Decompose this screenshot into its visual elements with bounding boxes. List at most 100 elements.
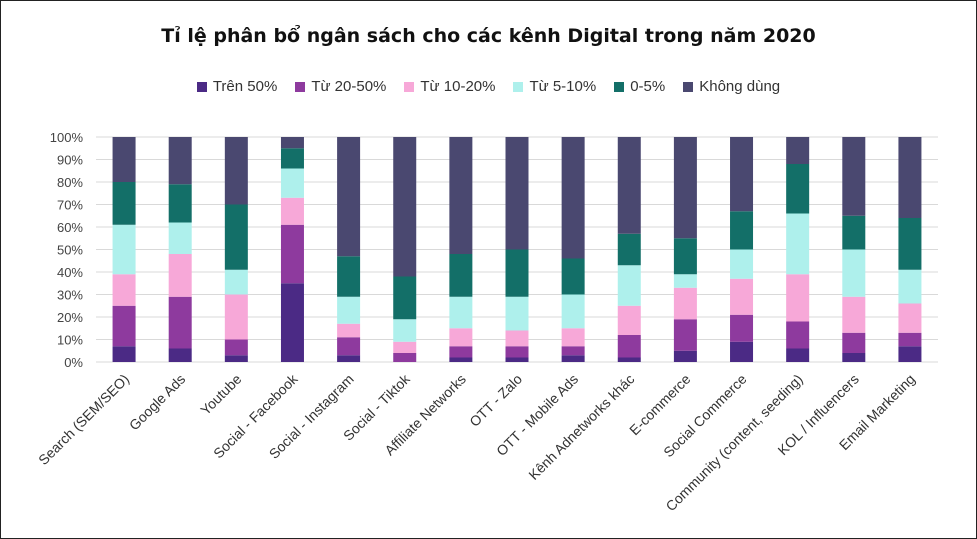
bar-segment: [561, 346, 585, 356]
bar-segment: [730, 211, 754, 250]
legend-swatch: [614, 81, 625, 92]
bar-segment: [786, 321, 810, 349]
bar-segment: [168, 254, 192, 297]
legend-swatch: [513, 81, 524, 92]
bar-segment: [898, 218, 922, 270]
legend-item: Từ 5-10%: [513, 78, 596, 95]
bar-segment: [617, 305, 641, 335]
bar-segment: [673, 319, 697, 351]
bar-segment: [224, 137, 248, 205]
legend-swatch: [196, 81, 207, 92]
y-tick-label: 30%: [57, 288, 83, 303]
chart-title: Tỉ lệ phân bổ ngân sách cho các kênh Dig…: [161, 25, 816, 47]
y-tick-label: 60%: [57, 220, 83, 235]
bar-segment: [112, 182, 136, 225]
bar-segment: [898, 332, 922, 347]
bar-segment: [842, 296, 866, 333]
y-tick-label: 20%: [57, 310, 83, 325]
bar-segment: [224, 204, 248, 270]
x-tick-label: OTT - Zalo: [466, 371, 525, 430]
bar-segment: [112, 137, 136, 182]
bar-segment: [168, 348, 192, 362]
legend-label: 0-5%: [630, 78, 666, 95]
bar-segment: [168, 137, 192, 185]
bar-segment: [393, 341, 417, 353]
bar-segment: [449, 357, 473, 362]
bar-segment: [337, 296, 361, 324]
bar-segment: [617, 265, 641, 306]
bar-segment: [337, 337, 361, 356]
bar-segment: [786, 213, 810, 275]
bar-segment: [337, 355, 361, 362]
bar-segment: [449, 328, 473, 347]
bar-segment: [673, 287, 697, 320]
legend-item: Không dùng: [683, 78, 780, 95]
legend-label: Từ 20-50%: [311, 78, 387, 95]
legend-label: Từ 5-10%: [529, 78, 597, 95]
bar-segment: [730, 137, 754, 212]
bar-segment: [505, 357, 529, 362]
y-tick-label: 0%: [64, 355, 83, 370]
bar-segment: [673, 238, 697, 275]
y-tick-label: 80%: [57, 175, 83, 190]
legend-swatch: [295, 81, 306, 92]
bar-segment: [224, 339, 248, 356]
bar-segment: [898, 346, 922, 362]
bar-segment: [112, 346, 136, 362]
bar-segment: [449, 346, 473, 358]
bar-segment: [561, 294, 585, 329]
bar-segment: [730, 249, 754, 279]
bar-segment: [449, 254, 473, 297]
bar-segment: [505, 330, 529, 347]
x-tick-label: Search (SEM/SEO): [35, 371, 132, 468]
bar-segment: [449, 296, 473, 329]
legend-swatch: [404, 81, 415, 92]
y-tick-label: 90%: [57, 153, 83, 168]
bar-segment: [842, 137, 866, 216]
bar-segment: [280, 148, 304, 169]
bar-segment: [112, 274, 136, 306]
bar-segment: [280, 168, 304, 198]
bar-segment: [786, 164, 810, 214]
legend-label: Từ 10-20%: [420, 78, 496, 95]
bar-segment: [842, 215, 866, 250]
bar-segment: [898, 303, 922, 333]
bar-segment: [561, 258, 585, 295]
bar-segment: [617, 233, 641, 266]
bar-segment: [224, 294, 248, 340]
bar-segment: [617, 335, 641, 358]
bar-segment: [673, 274, 697, 288]
bar-segment: [786, 137, 810, 164]
bar-segment: [673, 137, 697, 239]
y-tick-label: 70%: [57, 198, 83, 213]
bar-segment: [280, 283, 304, 362]
bar-segment: [561, 137, 585, 259]
bar-segment: [842, 353, 866, 362]
bar-segment: [280, 137, 304, 149]
bar-segment: [561, 328, 585, 347]
bar-segment: [730, 341, 754, 362]
bar-segment: [842, 249, 866, 297]
bar-segment: [393, 353, 417, 362]
bar-segment: [393, 319, 417, 342]
y-tick-label: 10%: [57, 333, 83, 348]
bar-segment: [730, 278, 754, 315]
bar-segment: [168, 222, 192, 254]
x-tick-label: Youtube: [197, 371, 244, 418]
bar-segment: [168, 296, 192, 349]
bar-segment: [617, 357, 641, 362]
bar-segment: [337, 137, 361, 257]
bar-segment: [786, 274, 810, 322]
bar-segment: [786, 348, 810, 362]
bar-segment: [842, 332, 866, 353]
bar-segment: [505, 296, 529, 331]
bar-segment: [393, 137, 417, 277]
bar-segment: [168, 184, 192, 223]
bar-segment: [337, 256, 361, 297]
bar-segment: [898, 269, 922, 304]
bar-segment: [112, 224, 136, 275]
bar-segment: [224, 355, 248, 362]
bar-segment: [730, 314, 754, 342]
